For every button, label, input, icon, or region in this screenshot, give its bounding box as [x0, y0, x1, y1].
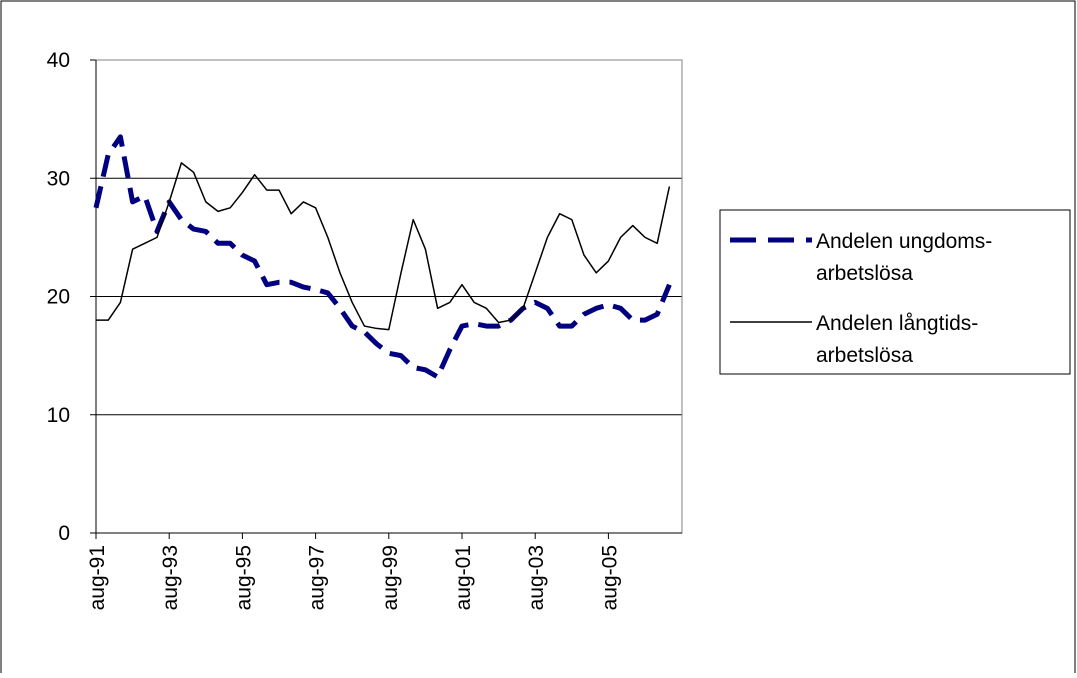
legend-label-line: arbetslösa [816, 262, 913, 285]
series-line [96, 162, 671, 331]
legend-box [719, 209, 1071, 375]
legend-label-line: Andelen långtids- [816, 312, 978, 335]
y-tick-label: 20 [47, 286, 70, 309]
y-tick-label: 10 [47, 404, 70, 427]
x-tick-label: aug-01 [452, 545, 475, 610]
series-line [93, 134, 672, 380]
x-tick-label: aug-91 [86, 545, 109, 610]
x-tick-label: aug-05 [598, 545, 621, 610]
x-tick-label: aug-99 [379, 545, 402, 610]
x-tick-label: aug-03 [525, 545, 548, 610]
legend-label-line: arbetslösa [816, 344, 913, 367]
y-tick-label: 40 [47, 49, 70, 72]
y-tick-label: 30 [47, 167, 70, 190]
y-tick-label: 0 [58, 522, 70, 545]
legend-label: Andelen långtids-arbetslösa [816, 312, 978, 367]
x-tick-label: aug-97 [306, 545, 329, 610]
x-tick-label: aug-95 [232, 545, 255, 610]
legend-label-line: Andelen ungdoms- [816, 230, 992, 253]
x-tick-label: aug-93 [159, 545, 182, 610]
legend-label: Andelen ungdoms-arbetslösa [816, 230, 992, 285]
